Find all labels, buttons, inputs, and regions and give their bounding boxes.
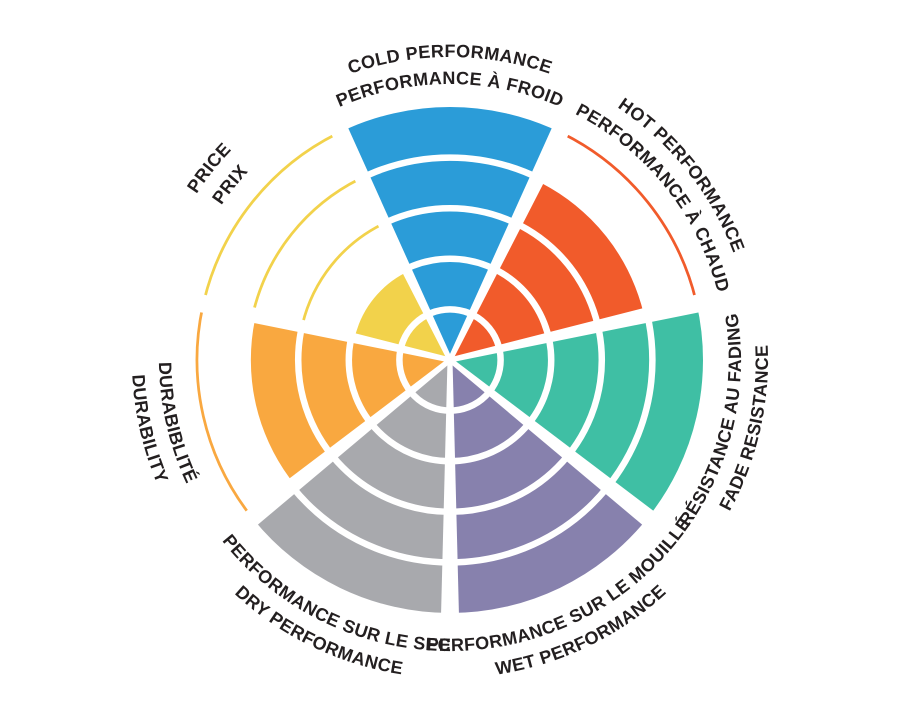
sector-divider-6 — [327, 118, 453, 362]
sector-divider-0 — [447, 118, 573, 362]
thin-arc-durability-ring5 — [195, 306, 252, 516]
sector-divider-3 — [440, 360, 460, 624]
ring-dividers — [244, 154, 656, 566]
unfilled-ring-arcs — [195, 132, 698, 516]
thin-arc-price-ring3 — [301, 222, 383, 325]
sector-fade-resistance — [450, 303, 704, 518]
sector-dry-performance — [252, 360, 450, 613]
sector-divider-1 — [449, 292, 710, 363]
sector-divider-2 — [448, 358, 663, 532]
sector-divider-4 — [237, 358, 452, 532]
thin-arc-hot-performance-ring5 — [562, 132, 698, 301]
sector-wet-performance — [450, 360, 648, 613]
sector-divider-5 — [190, 292, 451, 363]
thin-arc-price-ring5 — [202, 132, 338, 301]
radial-dividers — [190, 118, 710, 624]
thin-arc-price-ring4 — [251, 177, 361, 313]
sector-cold-performance — [340, 106, 560, 360]
